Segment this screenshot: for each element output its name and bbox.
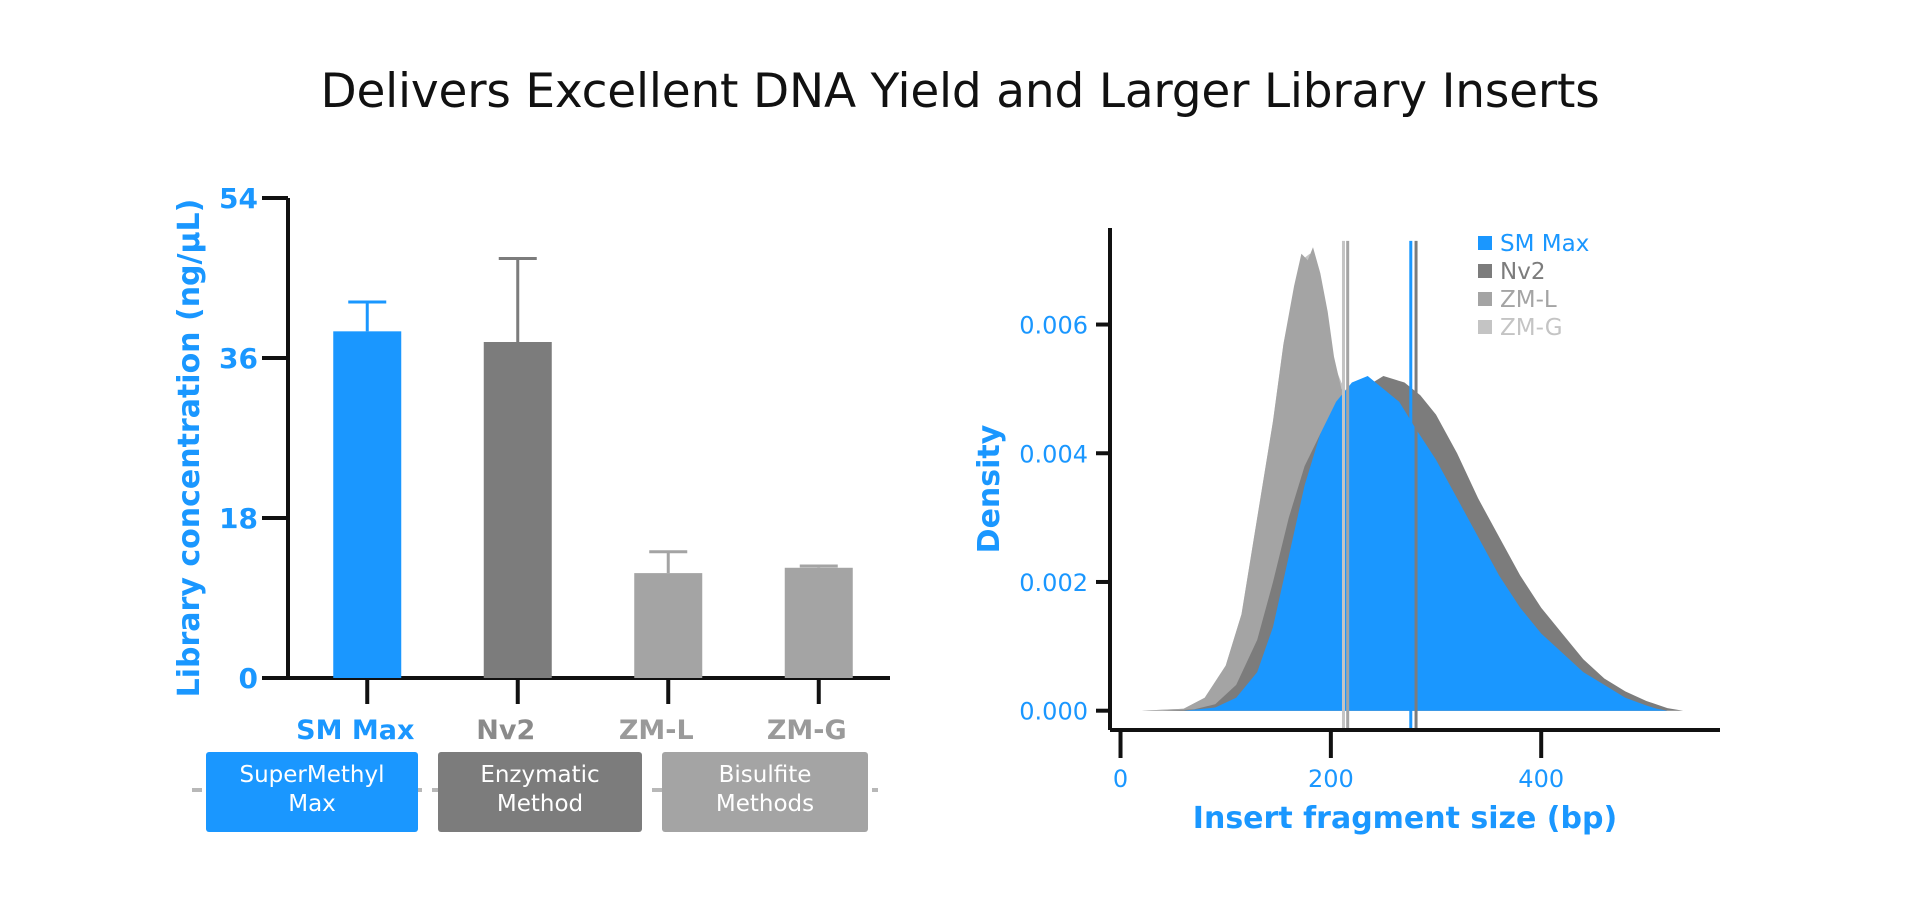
- density-x-tick-label: 0: [1113, 765, 1128, 793]
- bar-y-tick-label: 0: [239, 662, 258, 695]
- legend-label: Nv2: [1500, 259, 1545, 285]
- density-y-tick-label: 0.000: [1019, 698, 1088, 726]
- bar-category-label: ZM-L: [619, 715, 694, 746]
- group-label: Max: [288, 791, 336, 817]
- group-label: Method: [497, 791, 583, 817]
- density-y-tick-label: 0.002: [1019, 569, 1088, 597]
- group-box: [206, 752, 418, 832]
- group-label: Bisulfite: [719, 762, 812, 788]
- bar-chart: 0 18 36 54 Library concentration (ng/µL) SM M…: [172, 182, 890, 832]
- density-y-axis-title: Density: [972, 424, 1007, 553]
- bar-y-axis-title: Library concentration (ng/µL): [172, 199, 207, 698]
- group-label: SuperMethyl: [240, 762, 385, 788]
- bar-category-label: Nv2: [476, 715, 535, 746]
- group-box: [438, 752, 642, 832]
- bar-y-tick-label: 54: [219, 182, 258, 215]
- density-y-tick-label: 0.006: [1019, 312, 1088, 340]
- legend-label: ZM-G: [1500, 315, 1563, 341]
- legend-swatch: [1478, 264, 1492, 278]
- legend-swatch: [1478, 236, 1492, 250]
- density-x-axis-title: Insert fragment size (bp): [1193, 801, 1617, 836]
- bar-category-label: SM Max: [296, 715, 414, 746]
- page-title: Delivers Excellent DNA Yield and Larger …: [320, 64, 1600, 119]
- bar-nv2: [483, 342, 552, 678]
- density-x-tick-label: 400: [1518, 765, 1564, 793]
- density-x-tick-label: 200: [1308, 765, 1354, 793]
- group-label: Methods: [716, 791, 814, 817]
- bar-sm-max: [333, 331, 402, 678]
- legend-swatch: [1478, 292, 1492, 306]
- group-label: Enzymatic: [480, 762, 599, 788]
- density-y-tick-label: 0.004: [1019, 440, 1088, 468]
- bar-zm-g: [784, 567, 853, 678]
- legend-label: SM Max: [1500, 231, 1589, 257]
- bar-category-label: ZM-G: [767, 715, 847, 746]
- group-box: [662, 752, 868, 832]
- bar-y-tick-label: 18: [219, 502, 258, 535]
- bar-y-tick-label: 36: [219, 342, 258, 375]
- legend-label: ZM-L: [1500, 287, 1557, 313]
- bar-zm-l: [634, 573, 703, 678]
- density-area-sm-max: [1183, 376, 1668, 711]
- legend-swatch: [1478, 320, 1492, 334]
